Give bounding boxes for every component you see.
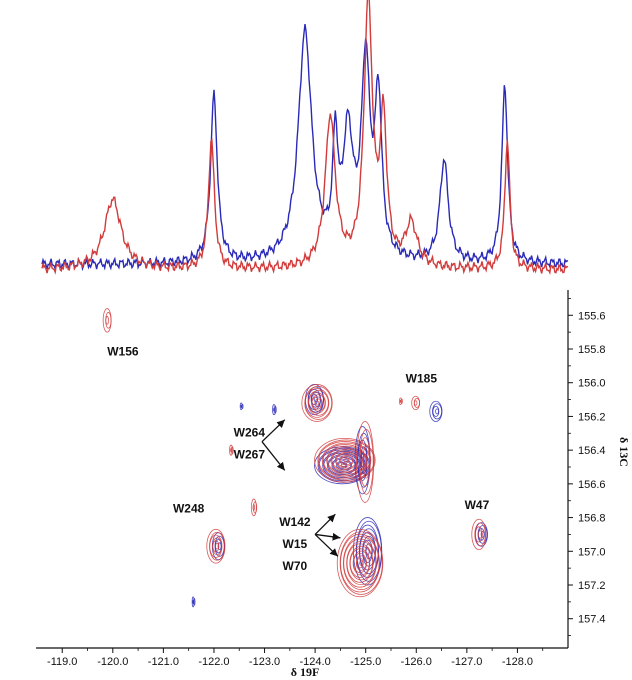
contour-peak [471,518,487,551]
x-tick-label: -127.0 [451,656,482,668]
contour-peak [250,498,258,517]
peak-label: W264 [234,426,266,440]
spectrum-line-blue [41,23,569,272]
contour-peak [356,421,375,503]
x-tick-label: -128.0 [502,656,533,668]
peak-label: W70 [283,559,308,573]
x-tick-label: -126.0 [401,656,432,668]
peak-label: W15 [283,537,308,551]
peak-label: W156 [107,345,139,359]
contour-plot [102,308,488,608]
contour-peak [301,384,333,422]
contour-peak [399,397,403,406]
x-tick-label: -120.0 [97,656,128,668]
y-tick-label: 157.2 [578,580,606,592]
spectrum-line-red [41,0,569,275]
contour-peak [314,437,376,483]
peak-annotations: W156 W185 W264 W267 W248 W142 W15 W70 W47 [107,345,489,573]
x-tick-label: -124.0 [300,656,331,668]
x-tick-label: -123.0 [249,656,280,668]
contour-peak [206,528,226,564]
peak-label: W248 [173,502,205,516]
x-axis-label: δ 19F [291,665,320,679]
spectrum-1d [41,0,569,275]
annotation-arrow [261,441,286,471]
axes: -119.0 -120.0 -121.0 -122.0 -123.0 -124.0 -125… [36,290,631,679]
y-tick-label: 156.6 [578,479,606,491]
contour-peak [429,400,443,422]
x-tick-label: -119.0 [47,656,77,668]
contour-peak [272,404,277,416]
y-tick-label: 155.8 [578,344,606,356]
peak-label: W47 [465,498,490,512]
contour-peak [411,395,421,411]
contour-peak [229,444,234,456]
y-tick-label: 155.6 [578,310,606,322]
y-tick-label: 156.4 [578,445,606,457]
peak-label: W267 [234,448,266,462]
contour-peak [239,402,244,411]
y-tick-label: 156.2 [578,411,606,423]
contour-peak [191,596,196,608]
contour-peak [336,528,384,598]
annotation-arrows [261,419,341,557]
y-axis-label: δ 13C [617,437,631,467]
peak-label: W185 [406,372,438,386]
annotation-arrow [314,533,339,557]
x-tick-label: -125.0 [350,656,381,668]
peak-label: W142 [279,515,311,529]
y-tick-label: 156.8 [578,513,606,525]
x-tick-label: -122.0 [198,656,229,668]
y-tick-label: 157.4 [578,614,606,626]
annotation-arrow [315,532,341,541]
y-tick-label: 156.0 [578,378,606,390]
y-tick-label: 157.0 [578,546,606,558]
annotation-arrow [314,513,336,535]
contour-peak [102,308,112,333]
x-tick-label: -121.0 [148,656,179,668]
annotation-arrow [261,419,286,443]
